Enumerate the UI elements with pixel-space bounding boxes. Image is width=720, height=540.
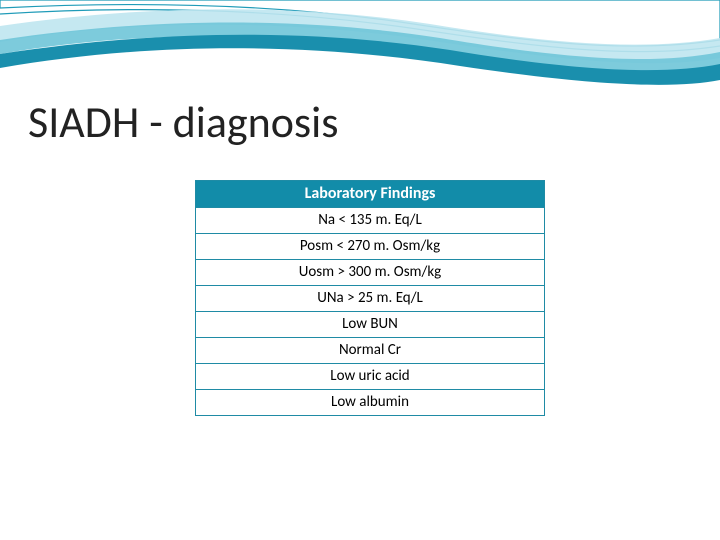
table-row: Na < 135 m. Eq/L	[196, 208, 544, 234]
lab-findings-table: Laboratory Findings Na < 135 m. Eq/L Pos…	[195, 180, 545, 416]
table-row: Low uric acid	[196, 364, 544, 390]
table-row: Posm < 270 m. Osm/kg	[196, 234, 544, 260]
table-row: Low albumin	[196, 390, 544, 415]
table-row: Normal Cr	[196, 338, 544, 364]
table-row: UNa > 25 m. Eq/L	[196, 286, 544, 312]
table-row: Low BUN	[196, 312, 544, 338]
slide-title: SIADH - diagnosis	[28, 95, 338, 149]
table-header: Laboratory Findings	[196, 181, 544, 208]
table-row: Uosm > 300 m. Osm/kg	[196, 260, 544, 286]
decorative-wave	[0, 0, 720, 90]
wave-svg	[0, 0, 720, 90]
